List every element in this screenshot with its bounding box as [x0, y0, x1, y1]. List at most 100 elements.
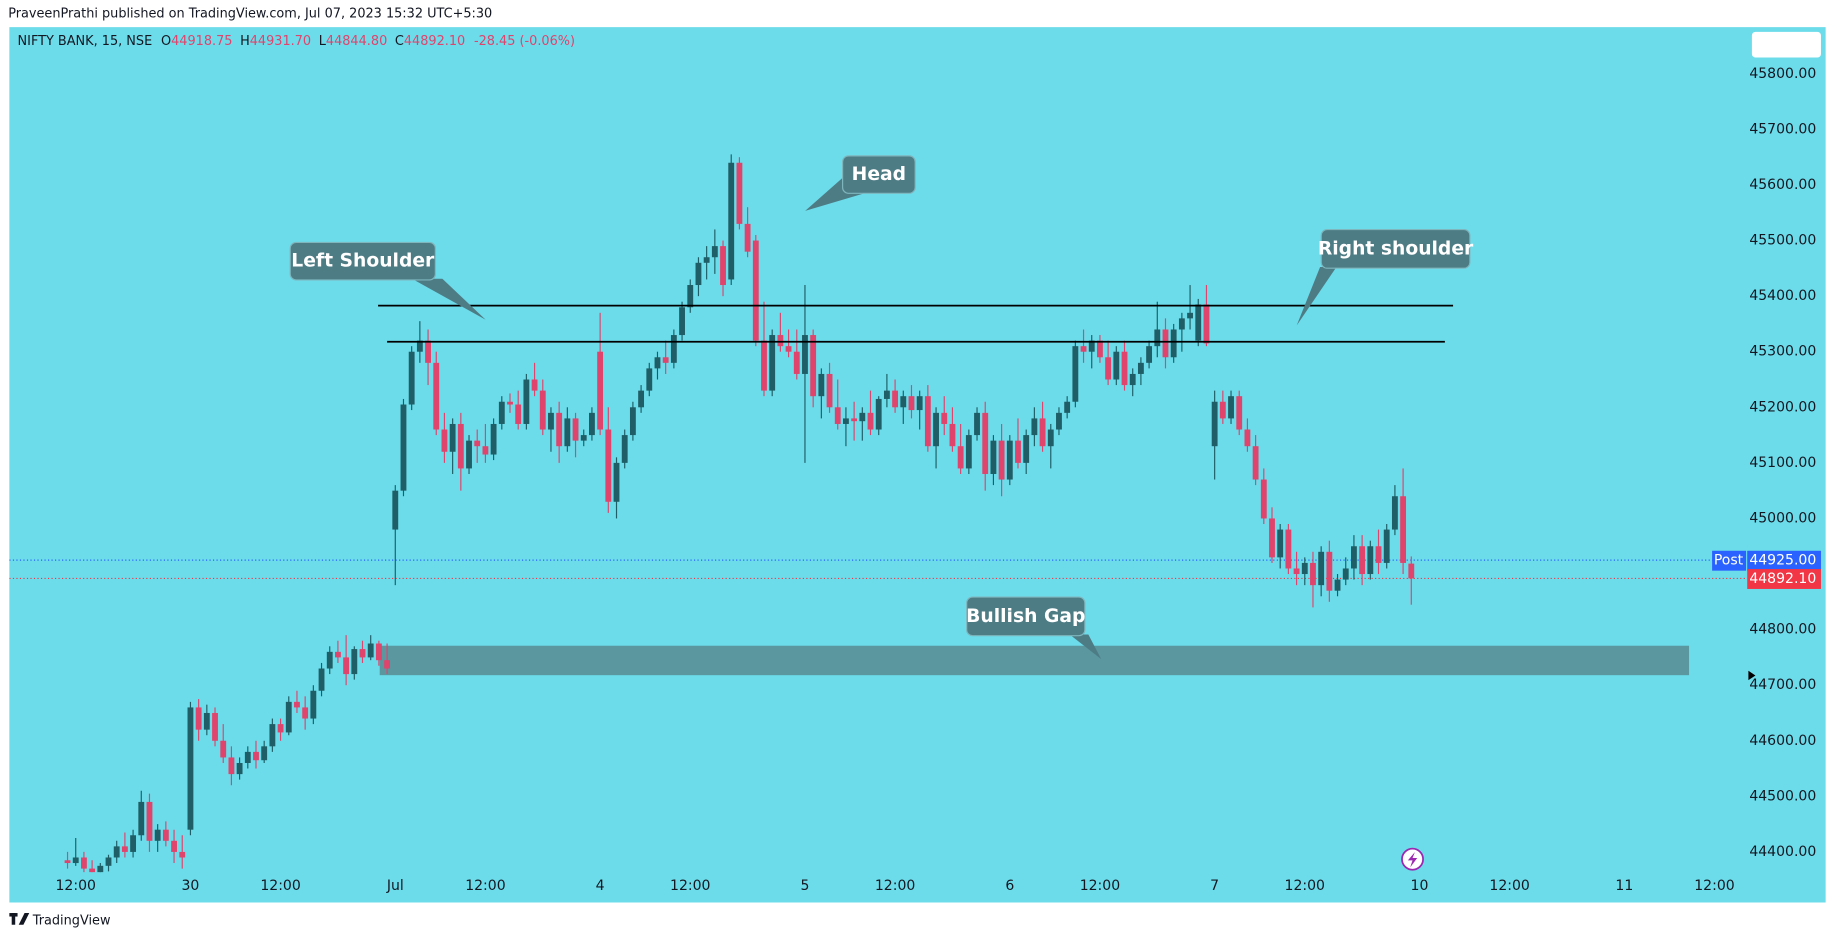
candle-body	[1334, 579, 1341, 591]
candle-body	[1326, 551, 1333, 591]
ohlc-key: O	[161, 34, 171, 49]
candle-body	[843, 418, 849, 424]
x-tick-label: 12:00	[670, 878, 710, 894]
x-tick-label: 12:00	[260, 878, 300, 894]
candle-body	[883, 390, 890, 399]
footer-brand: TradingView	[32, 914, 111, 929]
candle-body	[244, 751, 251, 764]
candle-body	[818, 373, 825, 397]
candle-body	[761, 340, 767, 391]
candle-body	[416, 340, 423, 352]
candle-body	[146, 801, 153, 841]
candle-body	[1244, 429, 1251, 447]
candle-body	[80, 857, 87, 869]
x-tick-label: 5	[800, 878, 809, 894]
candle-body	[679, 307, 685, 336]
candle-body	[580, 435, 587, 441]
candle-body	[1359, 546, 1366, 575]
candle-body	[892, 390, 899, 408]
candle-body	[802, 335, 808, 374]
candle-body	[597, 351, 604, 430]
candle-body	[1391, 496, 1398, 530]
candle-body	[187, 707, 194, 830]
y-tick-label: 45200.00	[1749, 399, 1816, 415]
price-badge	[1747, 550, 1821, 571]
candle-body	[1105, 357, 1112, 380]
candle-body	[269, 724, 276, 747]
axis-marker	[1748, 670, 1756, 681]
candle-body	[72, 857, 79, 864]
candle-body	[990, 440, 997, 474]
candle-body	[957, 446, 964, 469]
candle-body	[1310, 562, 1316, 586]
gap-zone	[379, 645, 1690, 676]
candle-body	[539, 390, 546, 430]
callout-text: Right shoulder	[1318, 238, 1474, 259]
candle-body	[433, 362, 440, 430]
top-right-box	[1751, 31, 1821, 58]
price-badge-name: Post	[1714, 553, 1744, 569]
candle-body	[236, 763, 243, 775]
candle-body	[941, 412, 948, 424]
y-tick-label: 45100.00	[1749, 455, 1816, 471]
callout-box	[966, 596, 1086, 637]
candle-body	[1072, 346, 1079, 402]
candle-body	[351, 649, 358, 675]
callout-box	[289, 241, 436, 281]
candle-body	[1285, 529, 1292, 569]
candle-body	[826, 373, 833, 408]
ohlc-key: H	[240, 34, 250, 49]
y-tick-label: 44400.00	[1749, 844, 1816, 860]
candle-body	[933, 412, 939, 447]
candle-body	[1047, 429, 1054, 447]
candle-body	[343, 657, 350, 675]
candle-body	[851, 418, 858, 422]
candle-body	[171, 840, 177, 852]
candle-body	[638, 390, 645, 408]
candle-body	[335, 651, 341, 658]
y-tick-label: 45400.00	[1749, 288, 1816, 304]
candle-body	[228, 757, 235, 775]
candle-body	[1408, 563, 1415, 579]
candle-body	[1269, 518, 1275, 558]
candle-body	[212, 712, 218, 741]
candle-body	[859, 412, 866, 422]
candle-body	[1080, 346, 1087, 352]
x-tick-label: Jul	[386, 878, 404, 894]
candle-body	[1031, 418, 1038, 436]
candle-body	[572, 418, 579, 441]
overlay: Left Shoulder Head Right shoulder Bullish G…	[289, 155, 1474, 660]
y-tick-label: 45600.00	[1749, 177, 1816, 193]
candle-body	[1154, 329, 1161, 347]
candle-body	[1375, 546, 1382, 563]
candle-body	[294, 701, 300, 708]
candle-body	[1383, 529, 1390, 563]
chart-pane	[9, 27, 1826, 903]
candle-body	[318, 668, 325, 691]
candle-body	[400, 404, 407, 491]
candle-body	[359, 649, 366, 658]
callout-tail	[1069, 634, 1102, 660]
candle-body	[1056, 412, 1062, 430]
y-tick-label: 44800.00	[1749, 622, 1816, 638]
candle-body	[1097, 340, 1103, 358]
candle-body	[695, 262, 702, 286]
candle-body	[1137, 362, 1144, 374]
logo	[11, 913, 16, 925]
candle-body	[1187, 312, 1193, 319]
candle-body	[548, 412, 554, 430]
ohlc-value: 44892.10	[404, 34, 465, 49]
candle-body	[720, 246, 726, 286]
x-tick-label: 12:00	[875, 878, 915, 894]
candle-body	[507, 401, 513, 405]
x-tick-label: 6	[1005, 878, 1014, 894]
candle-body	[982, 412, 989, 474]
candle-body	[1351, 546, 1357, 569]
candle-body	[195, 707, 202, 730]
candle-body	[687, 285, 694, 308]
candle-body	[875, 398, 882, 430]
ohlc-value: 44931.70	[250, 34, 311, 49]
candle-body	[1129, 373, 1136, 386]
candle-body	[523, 379, 530, 424]
price-badge-label: 44925.00	[1749, 553, 1816, 569]
